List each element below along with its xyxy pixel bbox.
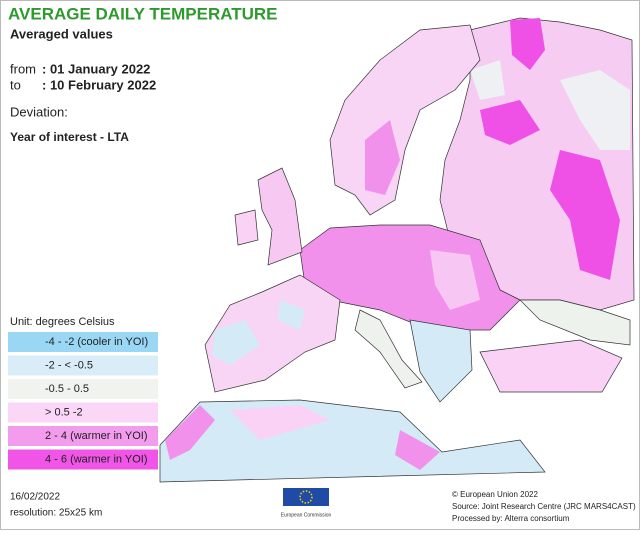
footer-source: Source: Joint Research Centre (JRC MARS4… (452, 502, 636, 511)
logo-text: European Commission (281, 512, 332, 518)
legend-label: > 0.5 -2 (45, 406, 83, 418)
title: AVERAGE DAILY TEMPERATURE (8, 4, 278, 23)
from-date: : 01 January 2022 (42, 61, 150, 76)
subtitle: Averaged values (10, 26, 113, 41)
legend-swatch (8, 332, 158, 352)
legend-swatch (8, 379, 158, 399)
from-label: from (10, 61, 36, 76)
legend-label: -2 - < -0.5 (45, 359, 93, 371)
footer-date: 16/02/2022 (10, 492, 60, 503)
legend-unit: Unit: degrees Celsius (10, 316, 115, 328)
deviation-detail: Year of interest - LTA (10, 130, 129, 144)
legend-swatch (8, 402, 158, 423)
to-date: : 10 February 2022 (42, 77, 156, 92)
footer-copyright: © European Union 2022 (452, 490, 539, 499)
eu-logo: European Commission (281, 488, 332, 518)
legend-label: 4 - 6 (warmer in YOI) (45, 453, 148, 465)
legend-swatch (8, 355, 158, 376)
footer-resolution: resolution: 25x25 km (10, 508, 102, 519)
deviation: Deviation: (10, 104, 68, 119)
legend-swatch (8, 426, 158, 446)
legend-label: -0.5 - 0.5 (45, 383, 89, 395)
legend-label: -4 - -2 (cooler in YOI) (45, 336, 148, 348)
map (159, 17, 635, 483)
to-label: to (10, 77, 21, 92)
footer-processed: Processed by: Alterra consortium (452, 514, 570, 523)
legend-swatch (8, 449, 158, 470)
legend-label: 2 - 4 (warmer in YOI) (45, 430, 148, 442)
